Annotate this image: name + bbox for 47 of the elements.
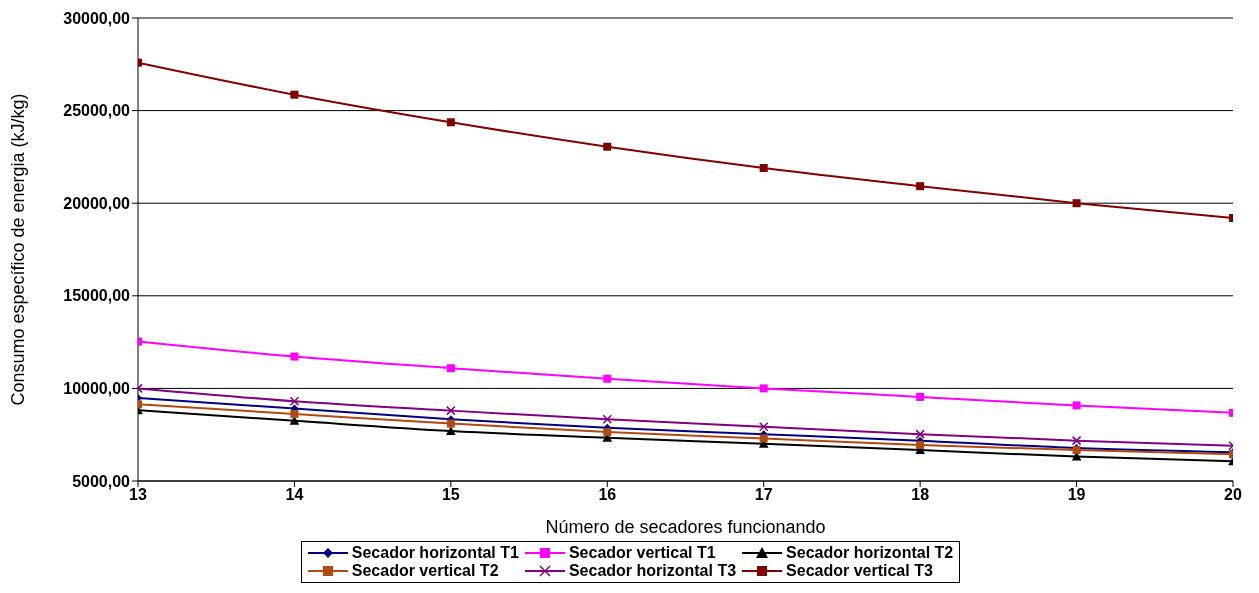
point xyxy=(289,416,300,425)
legend-label: Secador horizontal T1 xyxy=(351,544,519,562)
point xyxy=(603,142,612,151)
point xyxy=(915,429,925,439)
legend-label: Secador vertical T1 xyxy=(568,544,716,562)
point xyxy=(1071,435,1082,446)
y-tick-label: 5000,00 xyxy=(72,472,131,490)
legend-label: Secador vertical T3 xyxy=(786,562,933,580)
point xyxy=(759,384,768,393)
point xyxy=(446,405,456,416)
point xyxy=(1072,401,1081,410)
y-tick-label: 10000,00 xyxy=(63,380,131,398)
x-axis-title: Número de secadores funcionando xyxy=(545,517,826,537)
point xyxy=(1072,199,1081,208)
y-tick-label: 20000,00 xyxy=(63,194,131,212)
point xyxy=(290,352,299,361)
legend-label: Secador horizontal T3 xyxy=(568,562,737,580)
x-tick-label: 13 xyxy=(129,486,147,504)
x-tick-label: 20 xyxy=(1224,486,1242,504)
y-axis-title: Consumo específico de energia (kJ/kg) xyxy=(8,93,29,406)
point xyxy=(602,414,613,425)
legend-label: Secador horizontal T2 xyxy=(786,544,954,562)
point xyxy=(446,419,455,428)
point xyxy=(446,364,455,373)
x-tick-label: 16 xyxy=(598,486,617,504)
point xyxy=(290,409,299,418)
point xyxy=(446,118,455,127)
point xyxy=(916,182,925,191)
y-tick-label: 30000,00 xyxy=(63,9,131,27)
y-tick-label: 15000,00 xyxy=(63,287,131,305)
point xyxy=(603,428,612,437)
x-tick-label: 18 xyxy=(911,486,930,504)
point xyxy=(758,421,769,432)
point xyxy=(759,164,768,173)
point xyxy=(603,374,612,383)
y-tick-label: 25000,00 xyxy=(63,102,131,120)
point xyxy=(916,440,925,449)
x-tick-label: 19 xyxy=(1067,486,1086,504)
point xyxy=(446,426,456,435)
point xyxy=(289,396,300,406)
x-tick-label: 14 xyxy=(285,486,304,504)
x-tick-label: 15 xyxy=(441,486,460,504)
point xyxy=(759,434,768,443)
point xyxy=(916,392,925,401)
x-tick-label: 17 xyxy=(754,486,773,504)
point xyxy=(290,90,299,99)
legend-label: Secador vertical T2 xyxy=(351,562,499,580)
